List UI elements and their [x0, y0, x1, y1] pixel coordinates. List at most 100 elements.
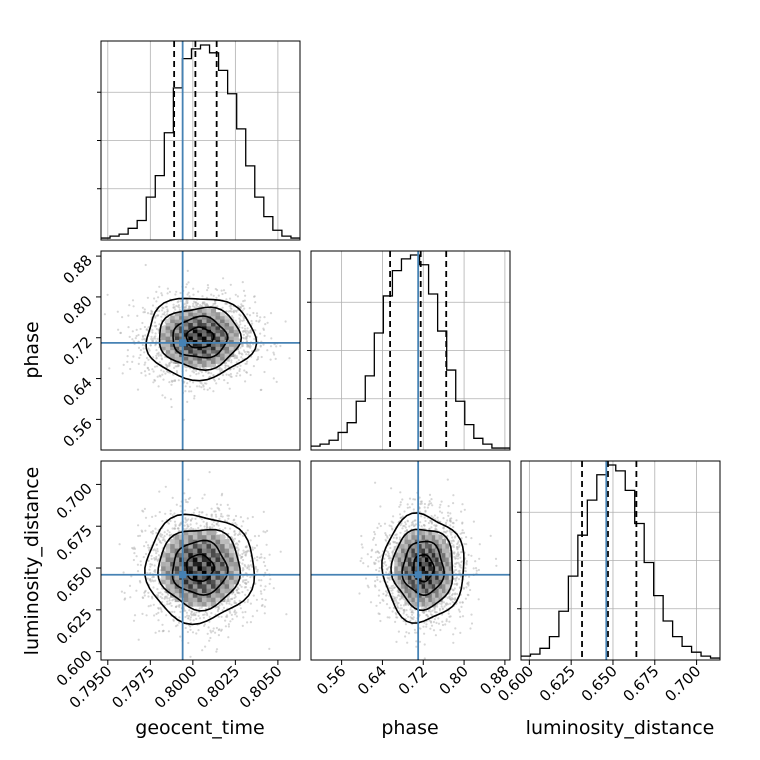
density-cell — [161, 336, 167, 340]
scatter-point — [160, 369, 163, 372]
scatter-point — [147, 605, 150, 608]
scatter-point — [230, 361, 233, 364]
scatter-point — [239, 323, 242, 326]
density-cell — [201, 583, 207, 589]
scatter-point — [131, 330, 134, 333]
scatter-point — [219, 503, 222, 506]
scatter-point — [238, 350, 241, 353]
density-cell — [192, 597, 198, 603]
scatter-point — [189, 380, 192, 383]
density-cell — [206, 339, 212, 344]
density-cell — [192, 548, 198, 554]
density-cell — [229, 353, 235, 358]
scatter-point — [128, 335, 131, 338]
scatter-point — [184, 626, 187, 630]
scatter-point — [189, 618, 192, 621]
density-cell — [197, 349, 203, 354]
scatter-point — [246, 360, 249, 363]
scatter-point — [141, 612, 144, 616]
scatter-point — [244, 294, 247, 297]
scatter-point — [175, 290, 178, 293]
scatter-point — [157, 606, 160, 610]
scatter-point — [139, 349, 142, 352]
density-cell — [229, 349, 235, 354]
scatter-point — [266, 529, 269, 533]
scatter-point — [186, 400, 189, 403]
scatter-point — [233, 533, 236, 537]
scatter-point — [255, 598, 258, 601]
scatter-point — [164, 485, 167, 488]
density-cell — [211, 322, 217, 327]
scatter-point — [143, 507, 146, 510]
scatter-point — [248, 307, 251, 310]
scatter-point — [233, 357, 236, 360]
scatter-point — [194, 517, 197, 521]
scatter-point — [253, 535, 257, 538]
scatter-point — [133, 552, 136, 555]
density-cell — [174, 574, 180, 580]
scatter-point — [159, 591, 162, 594]
scatter-point — [186, 382, 189, 385]
scatter-point — [241, 624, 244, 628]
scatter-point — [142, 347, 145, 350]
density-cell — [215, 597, 221, 603]
scatter-point — [157, 591, 160, 595]
scatter-point — [228, 297, 232, 300]
scatter-point — [127, 326, 130, 329]
scatter-point — [255, 319, 258, 323]
scatter-point — [157, 611, 160, 614]
scatter-point — [164, 305, 167, 308]
scatter-point — [201, 511, 204, 514]
scatter-point — [239, 584, 242, 587]
scatter-point — [195, 385, 199, 388]
scatter-point — [185, 527, 188, 530]
density-cell — [183, 534, 189, 540]
density-cell — [183, 342, 189, 347]
scatter-point — [139, 353, 142, 357]
density-cell — [192, 308, 198, 313]
scatter-point — [253, 557, 256, 560]
density-cell — [229, 552, 235, 558]
scatter-point — [262, 343, 265, 346]
scatter-point — [265, 543, 268, 546]
density-cell — [220, 315, 226, 320]
scatter-point — [159, 353, 162, 356]
scatter-point — [154, 332, 157, 335]
density-cell — [206, 588, 212, 594]
scatter-point — [139, 564, 142, 567]
scatter-point — [255, 358, 259, 361]
density-cell — [161, 346, 167, 351]
density-cell — [233, 342, 239, 347]
density-cell — [197, 339, 203, 344]
scatter-point — [243, 327, 247, 330]
density-cell — [211, 342, 217, 347]
density-cell — [224, 552, 230, 558]
scatter-point — [157, 354, 160, 357]
scatter-point — [378, 570, 381, 573]
scatter-point — [211, 526, 214, 529]
scatter-point — [226, 364, 229, 367]
scatter-point — [120, 590, 123, 593]
density-cell — [201, 353, 207, 358]
density-cell — [215, 342, 221, 347]
scatter-point — [138, 356, 141, 359]
density-cell — [220, 565, 226, 571]
scatter-point — [216, 288, 219, 292]
scatter-point — [220, 629, 223, 632]
scatter-point — [206, 632, 209, 635]
scatter-point — [144, 263, 147, 267]
scatter-point — [249, 586, 252, 589]
density-cell — [206, 359, 212, 364]
density-cell — [201, 601, 207, 607]
scatter-point — [208, 606, 211, 609]
density-cell — [174, 597, 180, 603]
density-cell — [211, 312, 217, 317]
scatter-point — [143, 363, 146, 366]
density-cell — [201, 530, 207, 536]
scatter-point — [169, 398, 173, 401]
scatter-point — [156, 588, 159, 591]
scatter-point — [144, 334, 147, 337]
scatter-point — [241, 552, 244, 556]
scatter-point — [184, 385, 187, 388]
density-cell — [174, 556, 180, 562]
